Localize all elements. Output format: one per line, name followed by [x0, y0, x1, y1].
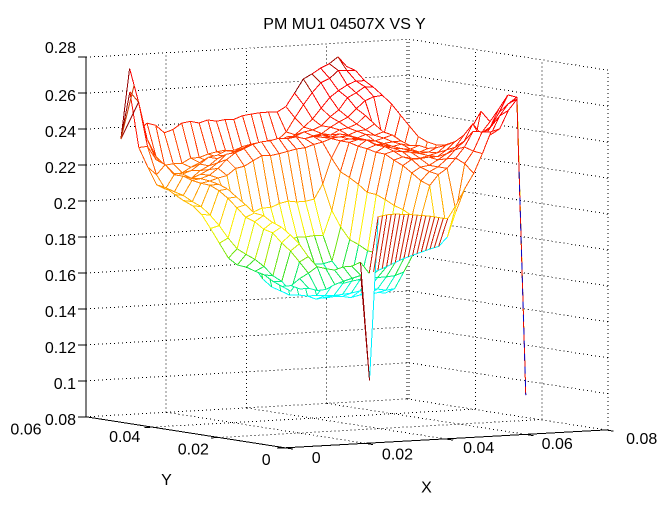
svg-text:0.06: 0.06 — [10, 422, 41, 439]
svg-text:0.16: 0.16 — [45, 268, 76, 285]
svg-text:0.06: 0.06 — [542, 436, 573, 453]
svg-text:0.04: 0.04 — [109, 429, 140, 446]
svg-text:0.24: 0.24 — [45, 124, 76, 141]
svg-text:0.26: 0.26 — [45, 88, 76, 105]
svg-text:0: 0 — [312, 450, 321, 467]
svg-text:0.18: 0.18 — [45, 232, 76, 249]
svg-text:0.22: 0.22 — [45, 160, 76, 177]
svg-text:0.2: 0.2 — [54, 196, 76, 213]
svg-text:0.04: 0.04 — [463, 440, 494, 457]
svg-text:PM MU1 04507X VS Y: PM MU1 04507X VS Y — [263, 16, 426, 33]
svg-text:0.12: 0.12 — [45, 340, 76, 357]
svg-text:Y: Y — [161, 472, 172, 489]
svg-text:0.28: 0.28 — [45, 40, 76, 57]
svg-text:0.02: 0.02 — [382, 447, 413, 464]
svg-text:0.14: 0.14 — [45, 304, 76, 321]
svg-text:0.1: 0.1 — [54, 376, 76, 393]
svg-text:0.08: 0.08 — [626, 431, 657, 448]
svg-text:0: 0 — [262, 452, 271, 469]
svg-text:0.08: 0.08 — [45, 412, 76, 429]
svg-text:0.02: 0.02 — [178, 442, 209, 459]
svg-text:X: X — [421, 479, 432, 496]
